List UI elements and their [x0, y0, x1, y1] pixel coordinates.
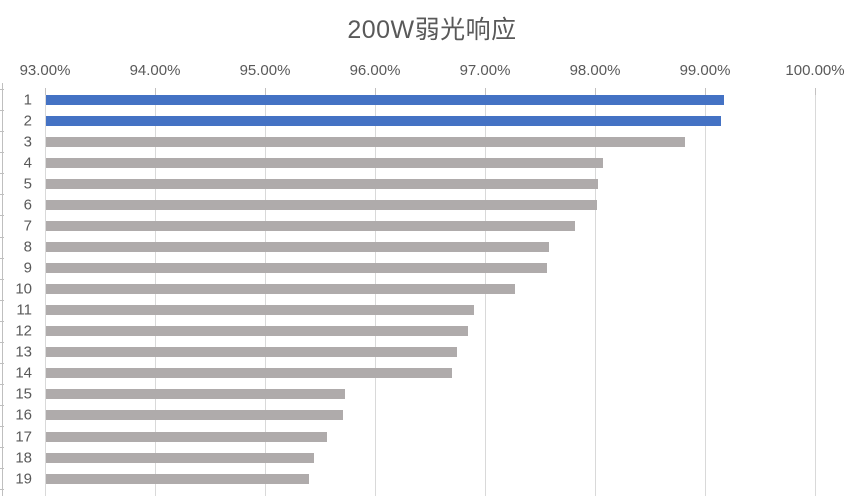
bar-rank-4[interactable] [45, 157, 604, 168]
x-axis-tick-label: 99.00% [679, 62, 731, 79]
bar-rank-1[interactable] [45, 94, 725, 105]
gridline [594, 88, 596, 496]
y-axis-category-label: 7 [23, 217, 32, 235]
x-axis-tick [594, 88, 596, 95]
y-axis-tick [0, 131, 4, 133]
bar-rank-13[interactable] [45, 347, 457, 358]
x-axis-tick [484, 88, 486, 95]
x-axis-tick [374, 88, 376, 95]
bar-rank-19[interactable] [45, 473, 309, 484]
y-axis-category-label: 17 [15, 428, 32, 445]
bar-rank-15[interactable] [45, 389, 345, 400]
x-axis-tick [704, 88, 706, 95]
y-axis-tick [0, 194, 4, 196]
chart-title: 200W弱光响应 [347, 16, 517, 44]
bar-rank-12[interactable] [45, 326, 468, 337]
x-axis-tick-label: 94.00% [129, 62, 181, 79]
y-axis-category-label: 9 [23, 259, 32, 277]
x-axis-tick-label: 93.00% [19, 62, 71, 79]
x-axis-tick [44, 88, 46, 95]
y-axis-tick [0, 489, 4, 491]
y-axis-tick [0, 278, 4, 280]
y-axis-category-label: 2 [23, 112, 32, 130]
y-axis-line [1, 83, 3, 496]
y-axis-category-label: 1 [23, 91, 32, 109]
y-axis-tick [0, 173, 4, 175]
gridline [44, 88, 46, 496]
bar-rank-5[interactable] [45, 178, 598, 189]
bar-rank-17[interactable] [45, 431, 328, 442]
x-axis-tick-label: 100.00% [785, 62, 845, 79]
bar-rank-16[interactable] [45, 410, 343, 421]
y-axis-category-label: 10 [15, 280, 32, 298]
gridline [814, 88, 816, 496]
y-axis-category-label: 3 [23, 133, 32, 151]
y-axis-tick [0, 404, 4, 406]
bar-rank-3[interactable] [45, 136, 685, 147]
y-axis-category-label: 6 [23, 196, 32, 214]
y-axis-tick [0, 320, 4, 322]
y-axis-category-label: 4 [23, 154, 32, 172]
y-axis-tick [0, 383, 4, 385]
x-axis-tick-label: 98.00% [569, 62, 621, 79]
y-axis-category-label: 11 [16, 301, 32, 319]
x-axis-tick-label: 96.00% [349, 62, 401, 79]
y-axis-tick [0, 110, 4, 112]
y-axis-tick [0, 468, 4, 470]
x-axis-tick [814, 88, 816, 95]
y-axis-category-label: 18 [15, 449, 32, 467]
bar-rank-7[interactable] [45, 221, 575, 231]
y-axis-category-label: 14 [15, 364, 32, 382]
bar-rank-6[interactable] [45, 199, 597, 210]
y-axis-tick [0, 89, 4, 91]
bar-rank-14[interactable] [45, 368, 452, 379]
y-axis-tick [0, 215, 4, 217]
y-axis-category-label: 12 [15, 322, 32, 340]
bar-rank-18[interactable] [45, 452, 314, 463]
x-axis-tick-label: 95.00% [239, 62, 291, 79]
y-axis-category-label: 19 [15, 470, 32, 488]
y-axis-tick [0, 299, 4, 301]
y-axis-tick [0, 257, 4, 259]
x-axis-tick [154, 88, 156, 95]
bar-rank-9[interactable] [45, 263, 548, 274]
x-axis-tick-label: 97.00% [459, 62, 511, 79]
y-axis-category-label: 13 [15, 343, 32, 361]
y-axis-category-label: 8 [23, 238, 32, 256]
y-axis-tick [0, 236, 4, 238]
bar-rank-11[interactable] [45, 305, 474, 316]
bar-rank-10[interactable] [45, 284, 516, 295]
bar-rank-2[interactable] [45, 115, 721, 126]
y-axis-tick [0, 447, 4, 449]
y-axis-tick [0, 425, 4, 427]
y-axis-category-label: 16 [15, 406, 32, 424]
y-axis-category-label: 15 [15, 385, 32, 403]
x-axis-tick [264, 88, 266, 95]
bar-rank-8[interactable] [45, 242, 550, 253]
gridline [704, 88, 706, 496]
y-axis-tick [0, 152, 4, 154]
y-axis-tick [0, 341, 4, 343]
y-axis-tick [0, 362, 4, 364]
y-axis-category-label: 5 [23, 175, 32, 193]
